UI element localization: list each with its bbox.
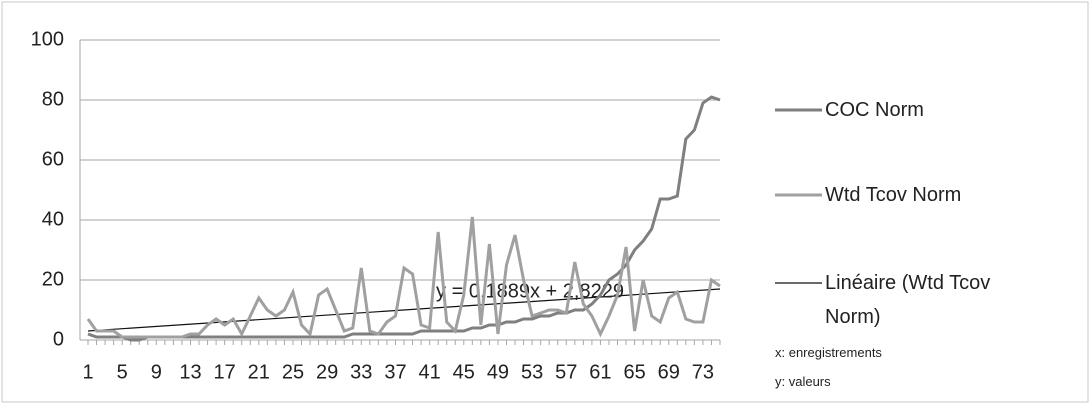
x-tick-label: 49 (487, 361, 509, 383)
y-tick-label: 100 (31, 28, 64, 50)
x-tick-label: 53 (521, 361, 543, 383)
x-tick-label: 57 (555, 361, 577, 383)
note: x: enregistrements (775, 345, 882, 360)
x-tick-label: 17 (214, 361, 236, 383)
x-tick-label: 5 (117, 361, 128, 383)
series-line (86, 216, 721, 339)
x-tick-label: 61 (589, 361, 611, 383)
x-tick-label: 29 (316, 361, 338, 383)
x-tick-label: 65 (623, 361, 645, 383)
x-tick-label: 21 (248, 361, 270, 383)
note: y: valeurs (775, 374, 831, 389)
x-tick-label: 9 (151, 361, 162, 383)
y-tick-label: 0 (53, 328, 64, 350)
x-tick-label: 25 (282, 361, 304, 383)
x-tick-label: 41 (418, 361, 440, 383)
trendline (87, 288, 721, 332)
series-line (87, 95, 721, 342)
x-tick-label: 13 (179, 361, 201, 383)
legend-label: COC Norm (825, 99, 924, 121)
legend-label: Wtd Tcov Norm (825, 184, 962, 206)
y-tick-label: 60 (42, 148, 64, 170)
x-tick-label: 33 (350, 361, 372, 383)
x-tick-label: 37 (384, 361, 406, 383)
y-tick-label: 80 (42, 88, 64, 110)
y-tick-label: 40 (42, 208, 64, 230)
x-tick-label: 73 (692, 361, 714, 383)
legend-label: Linéaire (Wtd Tcov Norm) (825, 272, 991, 328)
y-tick-label: 20 (42, 268, 64, 290)
x-tick-label: 1 (82, 361, 93, 383)
x-tick-label: 45 (453, 361, 475, 383)
x-tick-label: 69 (658, 361, 680, 383)
